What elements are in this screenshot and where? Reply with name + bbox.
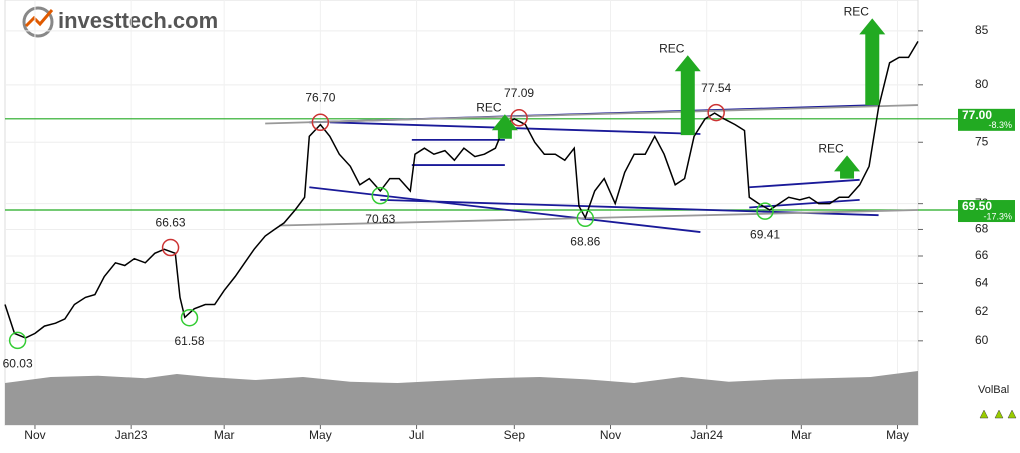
pivot-label: 70.63 [365,212,395,226]
y-tick-label: 75 [975,134,989,148]
trendline [309,186,701,233]
y-tick-label: 68 [975,222,989,236]
x-tick-label: Mar [214,428,235,442]
pivot-circle [180,308,199,327]
pivot-label: 66.63 [156,216,186,230]
level-box [958,200,1015,223]
pivot-circle [8,331,27,350]
pivot-label: 77.54 [701,81,731,95]
pivot-circle [311,113,330,132]
level-box [958,108,1015,131]
rec-label: REC [659,41,685,55]
y-tick-label: 66 [975,248,989,262]
brand: investtech.com [58,8,218,33]
rec-arrow [834,155,861,179]
pivot-label: 68.86 [570,234,600,248]
level-change: -8.3% [988,120,1012,130]
x-tick-label: May [886,428,909,442]
level-change: -17.3% [983,211,1012,221]
trendline [265,104,919,125]
pivot-circle [756,202,774,220]
pivot-circle [161,238,180,257]
y-tick-label: 60 [975,333,989,347]
rec-arrow [491,114,518,139]
x-tick-label: Jan24 [690,428,723,442]
pivot-label: 77.09 [504,86,534,100]
x-tick-label: Nov [24,428,45,442]
logo-icon [22,6,54,38]
pivot-label: 69.41 [750,227,780,241]
x-tick-label: Nov [600,428,621,442]
rec-label: REC [818,142,844,156]
rec-arrow [674,55,701,136]
trendline [749,178,860,189]
pivot-circle [576,209,595,228]
x-tick-label: Jul [409,428,424,442]
rec-label: REC [844,5,870,19]
volume-label: VolBal [978,384,1009,396]
y-tick-label: 85 [975,23,989,37]
rec-arrow [859,18,886,106]
level-label: 77.00 [962,108,992,122]
level-label: 69.50 [962,199,992,213]
x-tick-label: Sep [504,428,526,442]
y-tick-label: 64 [975,276,989,290]
y-tick-label: 62 [975,304,989,318]
trendline [749,198,860,209]
x-tick-label: May [309,428,332,442]
pivot-circle [371,186,390,205]
y-tick-label: 80 [975,77,989,91]
pivot-circle [707,103,725,122]
logo-arrow [24,9,54,28]
x-tick-label: Jan23 [115,428,148,442]
rec-label: REC [476,100,502,114]
volume-area [5,371,918,425]
pivot-label: 76.70 [305,90,335,104]
logo: investtech.com [22,6,218,38]
volbal-icons [979,409,1017,419]
pivot-label: 61.58 [174,334,204,348]
x-tick-label: Mar [791,428,812,442]
pivot-label: 60.03 [3,357,33,371]
pivot-circle [510,109,528,127]
trendline [279,209,919,227]
